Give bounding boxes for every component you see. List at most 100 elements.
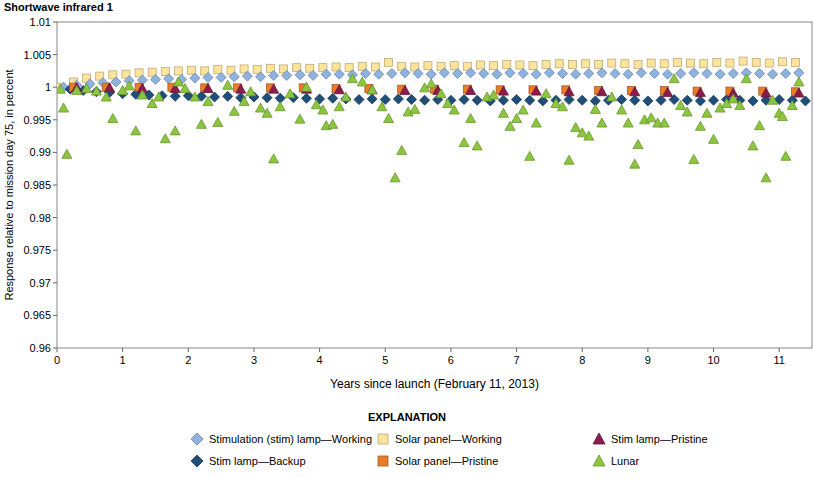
point xyxy=(660,60,668,68)
x-tick-label: 11 xyxy=(773,354,784,366)
y-tick xyxy=(53,282,57,283)
point xyxy=(262,108,272,117)
point xyxy=(246,87,256,96)
point xyxy=(518,69,528,79)
point xyxy=(682,107,692,116)
y-tick-label: 0.98 xyxy=(30,212,51,224)
point xyxy=(597,68,607,78)
point xyxy=(301,82,311,91)
point xyxy=(476,61,484,69)
point xyxy=(617,95,627,105)
point xyxy=(748,96,758,106)
y-tick-label: 0.99 xyxy=(30,146,51,158)
y-tick-label: 0.965 xyxy=(23,309,51,321)
point xyxy=(608,59,616,67)
point xyxy=(646,113,656,122)
x-axis-label: Years since launch (February 11, 2013) xyxy=(330,377,539,391)
point xyxy=(636,68,646,78)
point xyxy=(137,90,147,99)
point xyxy=(269,70,279,80)
point xyxy=(229,106,239,115)
point xyxy=(91,86,101,95)
point xyxy=(663,69,673,79)
point xyxy=(778,58,786,66)
point xyxy=(659,118,669,127)
point xyxy=(472,141,482,150)
point xyxy=(649,69,659,79)
y-tick-label: 1.005 xyxy=(23,49,51,61)
title: Shortwave infrared 1 xyxy=(4,1,113,13)
x-tick-label: 3 xyxy=(251,354,257,366)
point xyxy=(479,69,489,79)
legend-label: Stim lamp—Pristine xyxy=(611,433,708,445)
point xyxy=(407,95,417,105)
point xyxy=(301,93,311,103)
series xyxy=(59,68,804,92)
point xyxy=(531,69,541,79)
point xyxy=(713,58,721,66)
point xyxy=(387,69,397,79)
legend-label: Stimulation (stim) lamp—Working xyxy=(209,433,372,445)
point xyxy=(765,59,773,67)
point xyxy=(384,113,394,122)
x-tick xyxy=(450,348,451,352)
point xyxy=(761,88,771,97)
point xyxy=(544,68,554,78)
point xyxy=(558,69,568,79)
point xyxy=(525,151,535,160)
point xyxy=(687,59,695,67)
point xyxy=(101,92,111,101)
point xyxy=(551,99,561,108)
point xyxy=(256,103,266,112)
point xyxy=(768,69,778,79)
point xyxy=(577,95,587,105)
point xyxy=(124,81,134,90)
point xyxy=(597,87,607,96)
point xyxy=(525,95,535,105)
x-tick xyxy=(582,348,583,352)
legend-marker xyxy=(593,455,605,466)
x-tick-label: 4 xyxy=(317,354,323,366)
legend-marker xyxy=(378,456,388,466)
point xyxy=(334,102,344,111)
x-tick-label: 0 xyxy=(54,354,60,366)
point xyxy=(275,102,285,111)
point xyxy=(72,85,82,94)
point xyxy=(571,69,581,79)
point xyxy=(512,113,522,122)
point xyxy=(203,84,213,93)
point xyxy=(452,69,462,79)
point xyxy=(498,108,508,117)
series xyxy=(57,57,800,91)
plot-frame xyxy=(57,22,812,348)
point xyxy=(203,97,213,106)
point xyxy=(170,126,180,135)
point xyxy=(647,59,655,67)
point xyxy=(393,94,403,104)
point xyxy=(571,123,581,132)
y-tick xyxy=(53,250,57,251)
y-axis-label: Response relative to mission day 75, in … xyxy=(3,69,15,300)
x-tick-label: 7 xyxy=(514,354,520,366)
point xyxy=(223,80,233,89)
point xyxy=(311,100,321,109)
point xyxy=(754,121,764,130)
x-tick xyxy=(516,348,517,352)
point xyxy=(695,87,705,96)
point xyxy=(518,105,528,114)
point xyxy=(285,89,295,98)
point xyxy=(735,100,745,109)
point xyxy=(741,74,751,83)
legend-marker xyxy=(191,455,203,467)
point xyxy=(196,119,206,128)
y-tick xyxy=(53,217,57,218)
point xyxy=(150,74,160,84)
point xyxy=(726,59,734,67)
y-tick-label: 0.96 xyxy=(30,342,51,354)
x-tick xyxy=(57,348,58,352)
point xyxy=(334,69,344,79)
point xyxy=(413,69,423,79)
point xyxy=(229,72,239,82)
y-tick-label: 0.97 xyxy=(30,277,51,289)
point xyxy=(564,87,574,96)
